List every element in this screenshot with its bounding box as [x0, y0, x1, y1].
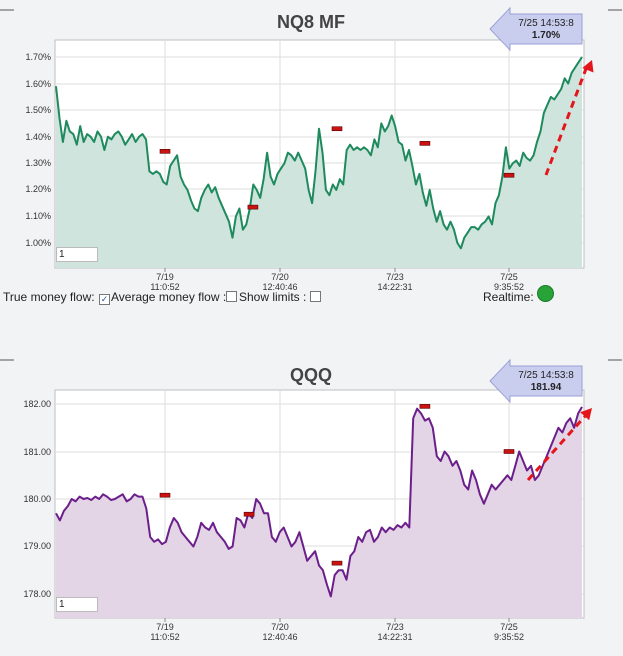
y-tick-label: 1.10%	[25, 211, 51, 221]
y-tick-label: 182.00	[23, 399, 51, 409]
arrowhead-icon	[580, 408, 592, 421]
show-limits-label: Show limits :	[239, 290, 307, 304]
label-arrow-shape	[489, 358, 583, 404]
qqq-flag-marker	[419, 404, 431, 409]
y-tick-label: 181.00	[23, 447, 51, 457]
y-tick-label: 1.30%	[25, 158, 51, 168]
nq-flag-marker	[247, 204, 259, 210]
y-tick-label: 1.70%	[25, 52, 51, 62]
nq-flag-marker	[503, 172, 515, 178]
label-value: 1.70%	[532, 30, 560, 41]
qqq-chart-panel: QQQ 182.00 181.00 180.00 179.00 178.00 7/1911:…	[0, 358, 622, 642]
realtime-label: Realtime:	[483, 290, 534, 304]
y-tick-label: 179.00	[23, 541, 51, 551]
y-tick-label: 1.50%	[25, 105, 51, 115]
checkbox-icon	[310, 291, 321, 302]
qqq-chart-title: QQQ	[290, 365, 332, 385]
x-tick-time: 12:40:46	[262, 632, 297, 642]
nq-flag-marker	[159, 149, 171, 154]
nq-series-area	[56, 57, 582, 268]
x-tick-date: 7/20	[271, 622, 289, 632]
label-arrow-shape	[489, 6, 583, 52]
y-tick-label: 178.00	[23, 589, 51, 599]
checkmark-icon: ✓	[99, 294, 110, 305]
nq-flag-marker	[419, 141, 431, 146]
nq-range-input[interactable]: 1	[56, 247, 98, 262]
qqq-range-input[interactable]: 1	[56, 597, 98, 612]
nq-trend-arrow	[544, 65, 589, 176]
x-tick-date: 7/25	[500, 622, 518, 632]
average-money-flow-label: Average money flow :	[111, 290, 227, 304]
x-tick-time: 11:0:52	[150, 282, 179, 292]
true-money-flow-label: True money flow:	[3, 290, 95, 304]
true-money-flow-checkbox[interactable]: ✓	[97, 290, 112, 305]
x-tick-time: 9:35:52	[494, 632, 524, 642]
y-tick-label: 1.40%	[25, 132, 51, 142]
x-tick-date: 7/25	[500, 272, 518, 282]
x-tick-time: 14:22:31	[377, 632, 412, 642]
nq-price-label: 7/25 14:53:81.70%	[489, 6, 583, 52]
x-tick-time: 11:0:52	[150, 632, 179, 642]
x-tick-time: 12:40:46	[262, 282, 297, 292]
realtime-status-indicator[interactable]	[537, 285, 554, 302]
qqq-flag-marker	[243, 511, 255, 517]
qqq-series-area	[56, 406, 582, 618]
y-tick-label: 1.60%	[25, 79, 51, 89]
x-tick-time: 9:35:52	[494, 282, 524, 292]
nq-chart-panel: NQ8 MF 1.70% 1.60% 1.50% 1.40% 1.30% 1.20% 1.10…	[0, 6, 622, 292]
y-tick-label: 180.00	[23, 494, 51, 504]
x-tick-date: 7/19	[156, 272, 174, 282]
arrowhead-icon	[582, 60, 594, 73]
nq-chart-title: NQ8 MF	[277, 12, 345, 32]
label-time: 7/25 14:53:8	[518, 18, 574, 29]
show-limits-checkbox[interactable]	[308, 290, 323, 304]
x-tick-date: 7/19	[156, 622, 174, 632]
checkbox-icon	[226, 291, 237, 302]
average-money-flow-checkbox[interactable]	[224, 290, 239, 304]
qqq-flag-marker	[503, 449, 515, 454]
qqq-series-line	[55, 406, 583, 598]
nq-series-line	[55, 56, 583, 250]
x-tick-date: 7/20	[271, 272, 289, 282]
qqq-flag-marker	[331, 560, 343, 566]
x-tick-date: 7/23	[386, 622, 404, 632]
label-time: 7/25 14:53:8	[518, 370, 574, 381]
x-tick-time: 14:22:31	[377, 282, 412, 292]
y-tick-label: 1.20%	[25, 184, 51, 194]
y-tick-label: 1.00%	[25, 238, 51, 248]
qqq-trend-arrow	[526, 413, 589, 481]
qqq-flag-marker	[159, 492, 171, 498]
nq-flag-marker	[331, 126, 343, 132]
label-value: 181.94	[531, 382, 562, 393]
x-tick-date: 7/23	[386, 272, 404, 282]
